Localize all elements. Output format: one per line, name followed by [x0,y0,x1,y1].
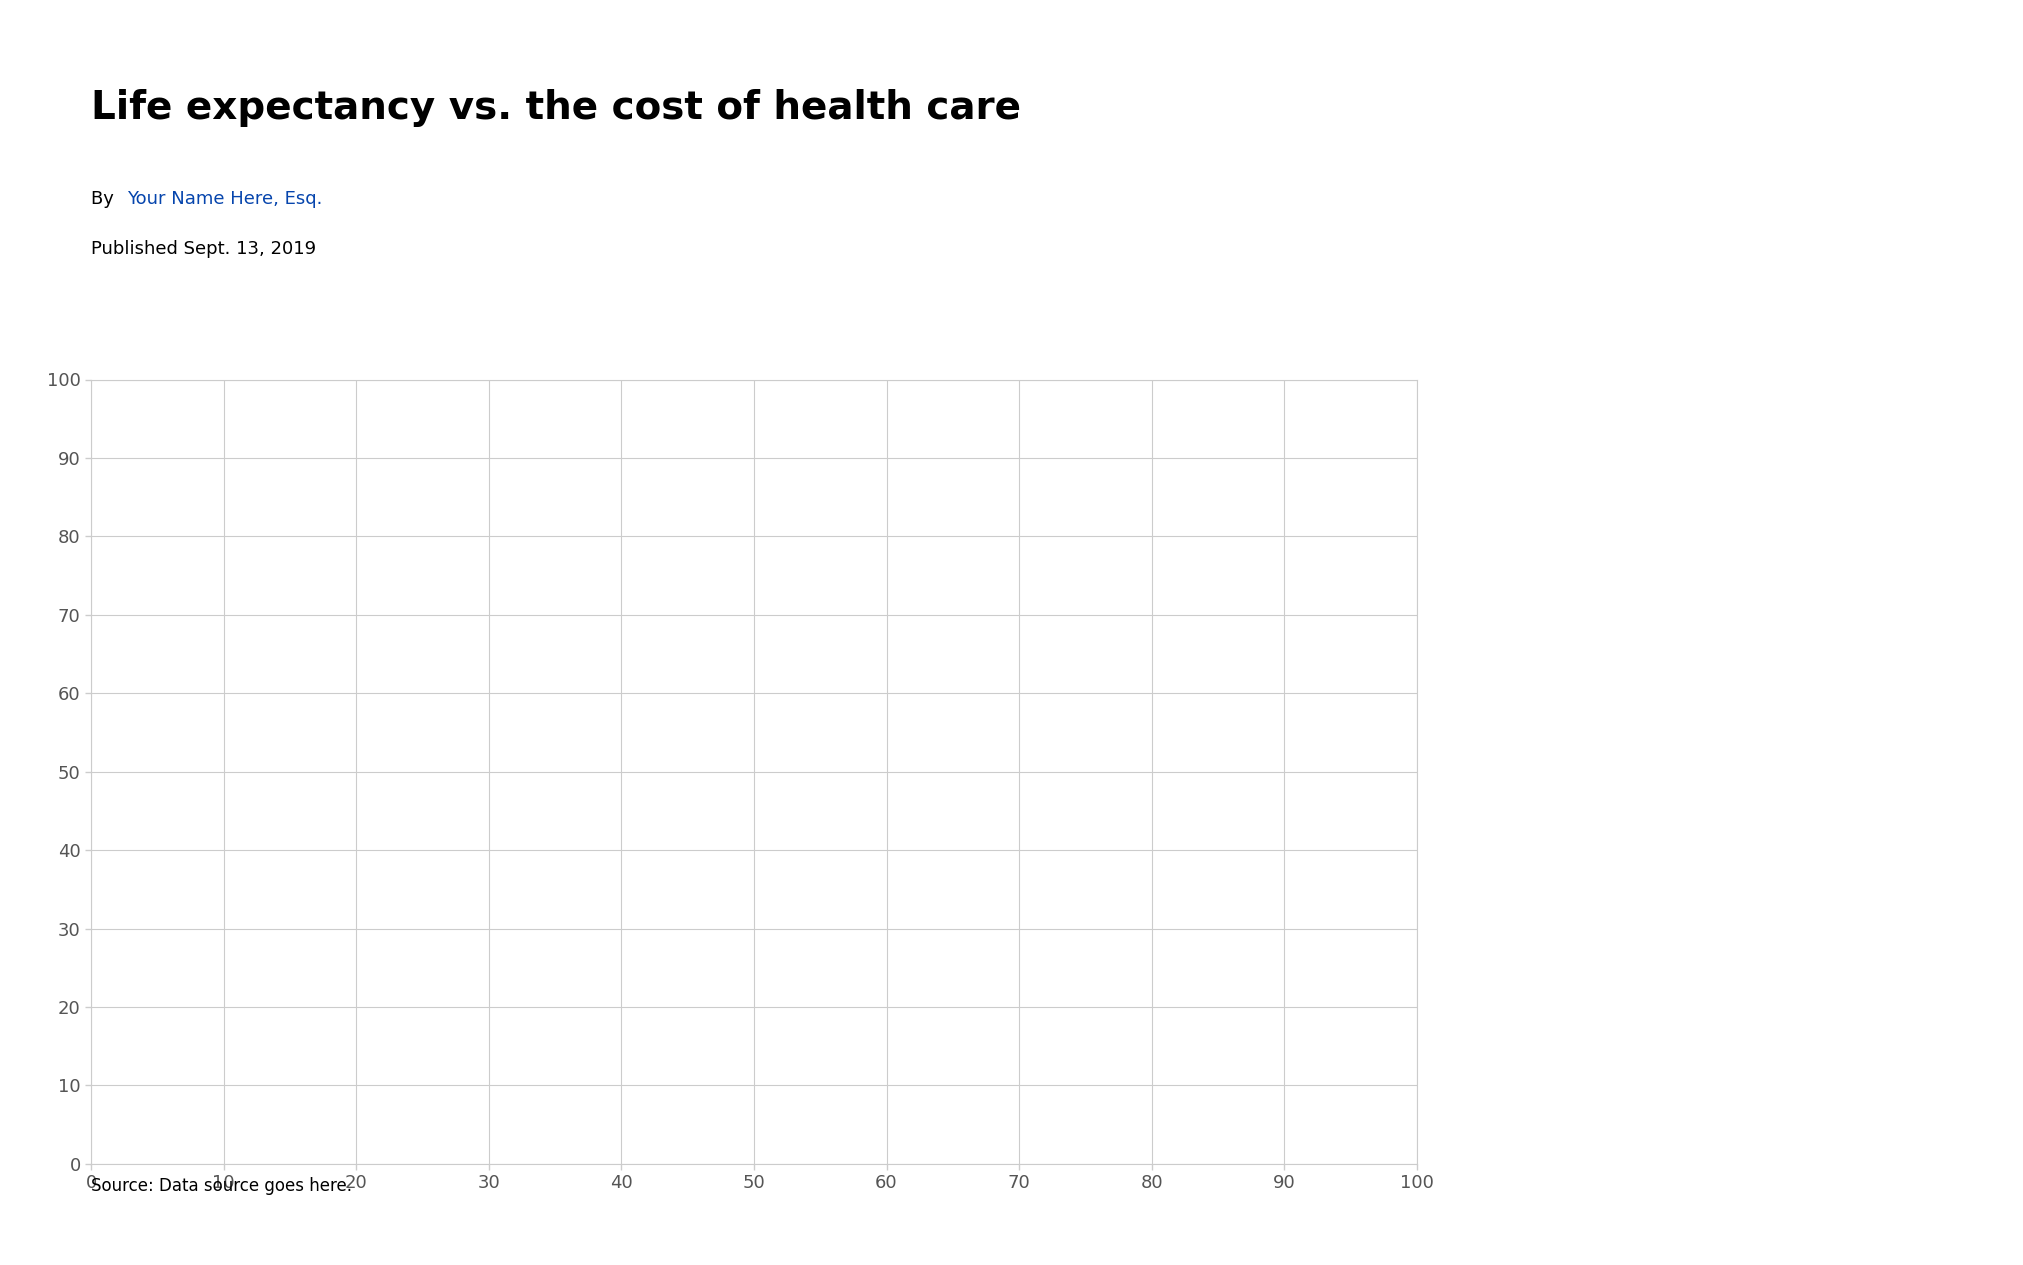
Text: By: By [91,190,119,207]
Text: Source: Data source goes here.: Source: Data source goes here. [91,1178,352,1195]
Text: Published Sept. 13, 2019: Published Sept. 13, 2019 [91,240,316,258]
Text: Life expectancy vs. the cost of health care: Life expectancy vs. the cost of health c… [91,89,1020,126]
Text: Your Name Here, Esq.: Your Name Here, Esq. [127,190,324,207]
